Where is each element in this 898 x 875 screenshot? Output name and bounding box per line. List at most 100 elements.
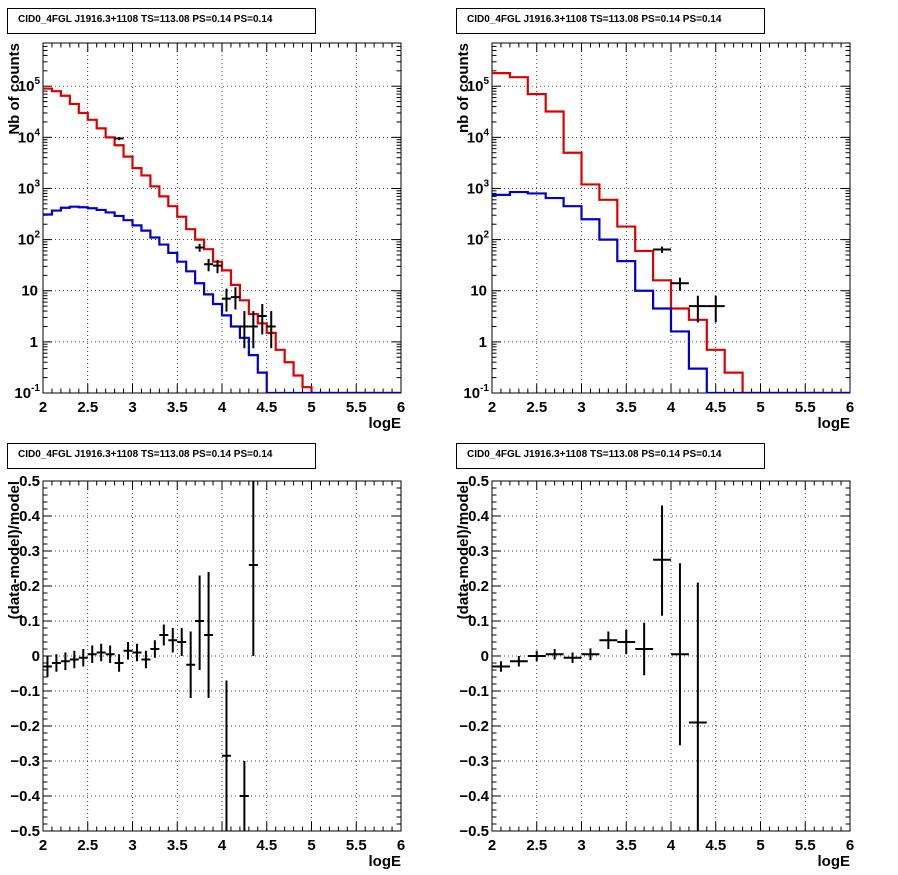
x-axis-label: logE — [818, 415, 851, 432]
data-point — [671, 277, 689, 291]
data-point — [150, 640, 160, 658]
data-point — [69, 650, 79, 669]
data-point — [132, 643, 142, 662]
plot-panel-top-left: 2 2.5 3 3.5 4 4.5 5 5.5 6 10-1 1 10 102 103 104 105 logE… — [0, 0, 449, 437]
data-point — [635, 622, 654, 676]
y-tick-label: −0.1 — [10, 683, 40, 700]
y-tick-label: 0.4 — [468, 508, 490, 525]
y-tick-label: 10-1 — [463, 383, 489, 402]
x-tick-label: 4 — [218, 837, 227, 854]
histogram-series — [43, 205, 401, 393]
y-tick-label: 0.2 — [19, 578, 40, 595]
data-point — [509, 656, 528, 667]
data-point — [51, 654, 61, 672]
y-tick-label: −0.4 — [459, 788, 489, 805]
plot-panel-top-right: 2 2.5 3 3.5 4 4.5 5 5.5 6 10-1 1 10 102 103 104 105 logE… — [449, 0, 898, 437]
chart-title: CID0_4FGL J1916.3+1108 TS=113.08 PS=0.14… — [7, 8, 316, 34]
y-tick-label: 105 — [467, 76, 490, 95]
histogram-series — [43, 87, 401, 393]
data-point — [230, 287, 240, 310]
x-tick-label: 3 — [128, 837, 136, 854]
data-point — [563, 652, 582, 663]
data-point — [653, 246, 671, 253]
y-tick-label: 0.3 — [19, 543, 40, 560]
x-tick-label: 4 — [218, 399, 227, 416]
plot-panel-bottom-left: 2 2.5 3 3.5 4 4.5 5 5.5 6 −0.5 −0.4 −0.3 −0.2 −0.1 0 0.… — [0, 437, 449, 875]
x-tick-label: 5 — [756, 837, 764, 854]
histogram-series — [492, 72, 850, 393]
data-point — [688, 582, 707, 831]
data-point — [671, 563, 689, 746]
y-tick-label: 10-1 — [14, 383, 40, 402]
y-tick-label: −0.3 — [459, 753, 489, 770]
data-point — [248, 481, 258, 656]
data-point — [78, 649, 88, 667]
data-point — [141, 650, 151, 669]
data-point — [87, 645, 97, 663]
data-point — [599, 631, 618, 649]
chart-title: CID0_4FGL J1916.3+1108 TS=113.08 PS=0.14… — [456, 8, 765, 34]
x-axis-label: logE — [369, 415, 402, 432]
y-tick-label: 103 — [467, 178, 490, 197]
y-axis-label: nb of counts — [455, 43, 472, 133]
y-tick-label: −0.4 — [10, 788, 40, 805]
x-tick-label: 2 — [39, 399, 47, 416]
x-tick-label: 3.5 — [167, 399, 188, 416]
y-tick-label: 10 — [470, 283, 487, 300]
data-point — [60, 652, 70, 670]
x-tick-label: 4.5 — [705, 837, 726, 854]
x-tick-label: 2 — [488, 837, 496, 854]
y-tick-label: 102 — [467, 230, 490, 249]
data-point — [204, 572, 214, 698]
y-tick-label: −0.2 — [459, 718, 489, 735]
x-tick-label: 2.5 — [77, 837, 98, 854]
y-tick-label: 0.5 — [468, 473, 489, 490]
x-tick-label: 6 — [846, 837, 854, 854]
y-axis-label: (data-model)/model — [6, 481, 23, 619]
chart-svg-bottom-right: 2 2.5 3 3.5 4 4.5 5 5.5 6 −0.5 −0.4 −0.3 −0.2 −0.1 0 0.… — [455, 473, 854, 870]
y-tick-label: 104 — [18, 127, 41, 146]
data-point — [123, 642, 133, 660]
data-point — [581, 648, 600, 661]
plot-area — [43, 87, 401, 393]
x-tick-label: 2 — [488, 399, 496, 416]
x-tick-label: 5.5 — [346, 837, 367, 854]
y-tick-label: −0.5 — [459, 823, 489, 840]
plot-panel-bottom-right: 2 2.5 3 3.5 4 4.5 5 5.5 6 −0.5 −0.4 −0.3 −0.2 −0.1 0 0.… — [449, 437, 898, 875]
data-point — [257, 304, 267, 335]
y-tick-label: −0.2 — [10, 718, 40, 735]
chart-svg-top-left: 2 2.5 3 3.5 4 4.5 5 5.5 6 10-1 1 10 102 103 104 105 logE… — [6, 42, 405, 432]
data-point — [527, 650, 546, 662]
y-tick-label: 1 — [30, 334, 38, 351]
y-tick-label: 0.4 — [19, 508, 41, 525]
data-point — [222, 288, 231, 312]
y-tick-label: 102 — [18, 230, 41, 249]
x-tick-label: 5 — [756, 399, 764, 416]
x-tick-label: 5.5 — [795, 399, 816, 416]
y-tick-label: 0.1 — [468, 613, 489, 630]
y-tick-label: 104 — [467, 127, 490, 146]
chart-title: CID0_4FGL J1916.3+1108 TS=113.08 PS=0.14… — [7, 443, 316, 469]
data-point — [545, 649, 564, 660]
x-tick-label: 3.5 — [616, 837, 637, 854]
data-point — [114, 654, 124, 672]
y-axis-label: (data-model)/model — [455, 481, 472, 619]
y-tick-label: 0.3 — [468, 543, 489, 560]
x-tick-label: 3.5 — [167, 837, 188, 854]
x-tick-label: 2.5 — [526, 399, 547, 416]
data-point — [186, 631, 196, 698]
x-tick-label: 4.5 — [705, 399, 726, 416]
plot-area — [492, 505, 707, 831]
data-point — [239, 761, 249, 831]
data-point — [195, 575, 205, 670]
y-tick-label: 0.2 — [468, 578, 489, 595]
x-tick-label: 5.5 — [346, 399, 367, 416]
y-tick-label: 0.1 — [19, 613, 40, 630]
x-tick-label: 3 — [577, 837, 585, 854]
data-point — [706, 295, 725, 323]
data-point — [239, 311, 249, 349]
x-tick-label: 2.5 — [77, 399, 98, 416]
y-tick-label: 0 — [32, 648, 40, 665]
data-point — [213, 259, 222, 274]
x-tick-label: 6 — [397, 837, 405, 854]
